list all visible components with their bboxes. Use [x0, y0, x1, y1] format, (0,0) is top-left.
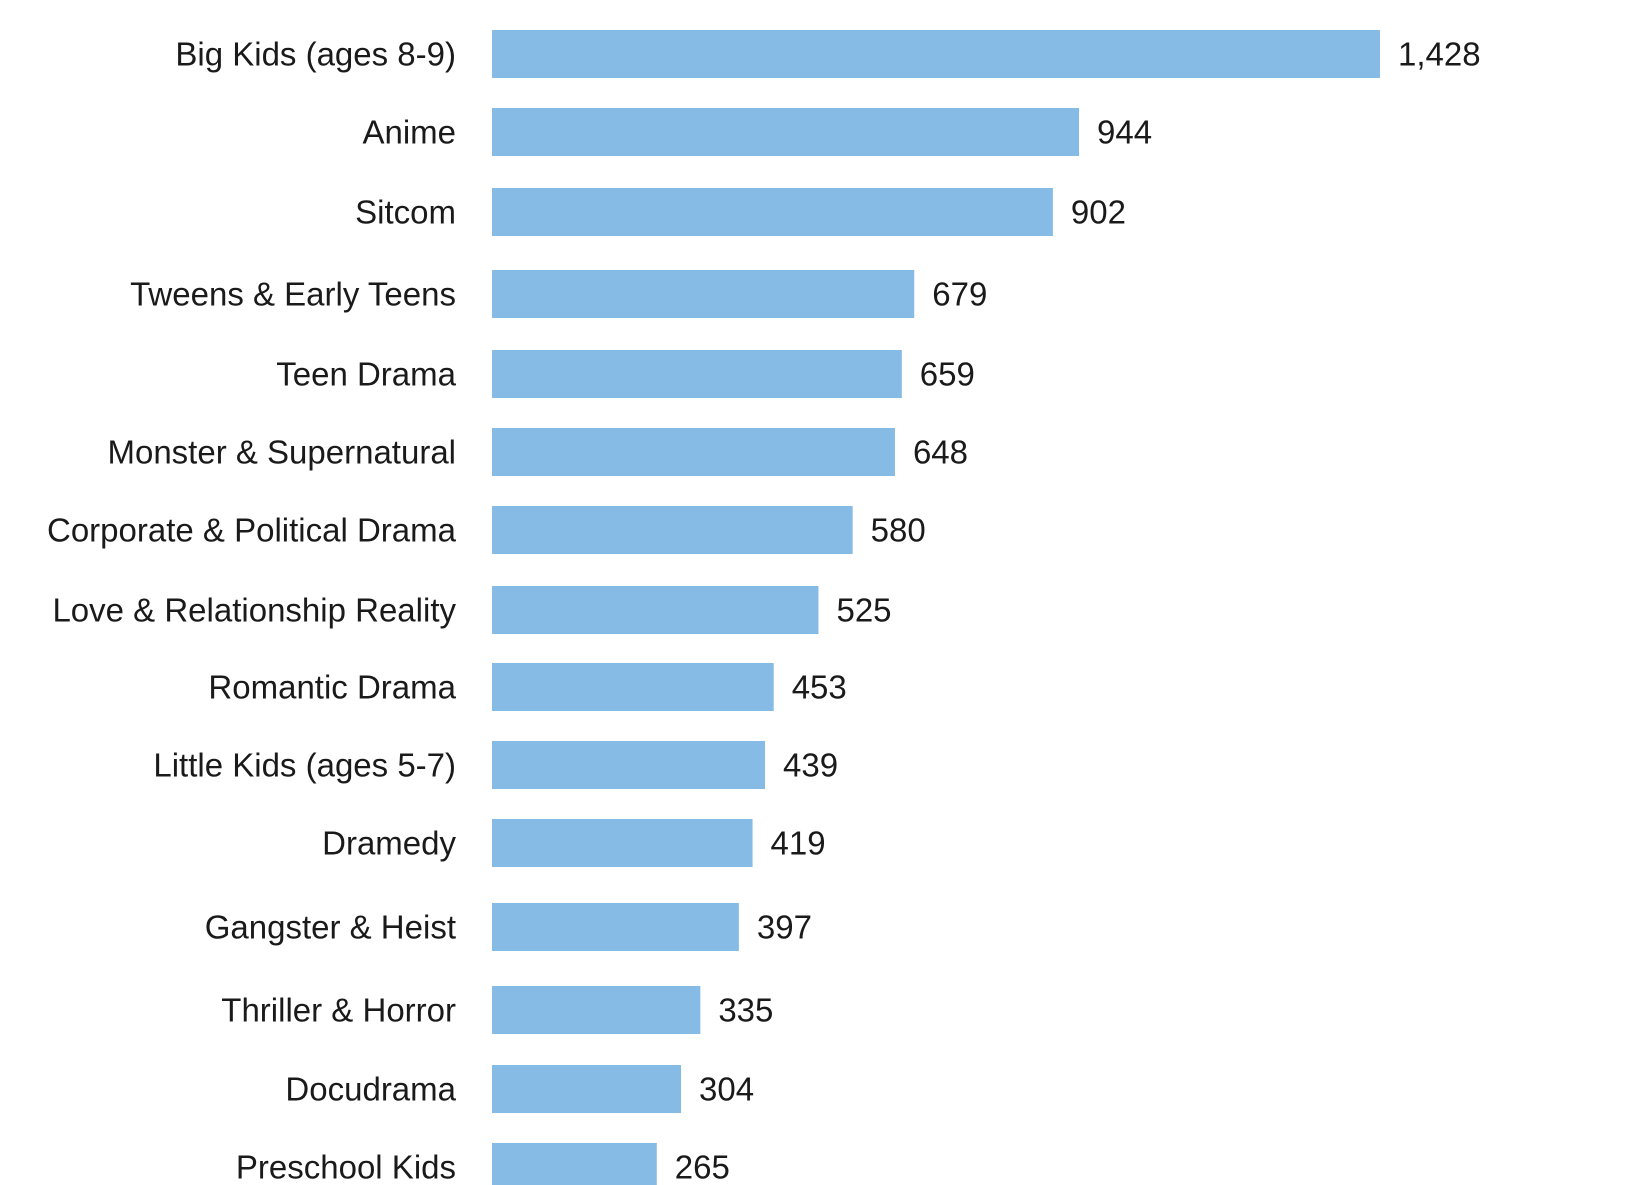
bar — [492, 663, 774, 711]
category-label: Monster & Supernatural — [107, 434, 456, 471]
bar — [492, 30, 1380, 78]
category-label: Teen Drama — [276, 356, 456, 393]
value-label: 944 — [1097, 114, 1152, 151]
category-label: Romantic Drama — [208, 669, 456, 706]
bar — [492, 986, 701, 1034]
value-label: 525 — [836, 592, 891, 629]
value-label: 580 — [871, 512, 926, 549]
category-label: Tweens & Early Teens — [130, 276, 456, 313]
bar — [492, 270, 915, 318]
category-label: Thriller & Horror — [221, 992, 456, 1029]
value-label: 453 — [792, 669, 847, 706]
bars-group — [492, 30, 1380, 1185]
category-label: Preschool Kids — [236, 1149, 456, 1185]
value-label: 304 — [699, 1071, 754, 1108]
bar — [492, 1065, 682, 1113]
bar — [492, 741, 765, 789]
value-label: 439 — [783, 747, 838, 784]
category-label: Big Kids (ages 8-9) — [175, 36, 456, 73]
category-label: Corporate & Political Drama — [47, 512, 457, 549]
bar — [492, 108, 1080, 156]
value-label: 902 — [1071, 194, 1126, 231]
category-labels-group: Big Kids (ages 8-9) Anime Sitcom Tweens & E… — [47, 36, 457, 1185]
category-label: Love & Relationship Reality — [52, 592, 456, 629]
bar — [492, 350, 902, 398]
bar — [492, 903, 739, 951]
value-label: 265 — [675, 1149, 730, 1185]
value-label: 1,428 — [1398, 36, 1481, 73]
category-label: Anime — [362, 114, 456, 151]
bar — [492, 586, 819, 634]
value-label: 659 — [920, 356, 975, 393]
value-label: 335 — [718, 992, 773, 1029]
category-label: Sitcom — [355, 194, 456, 231]
bar — [492, 428, 895, 476]
category-label: Gangster & Heist — [205, 909, 456, 946]
value-label: 648 — [913, 434, 968, 471]
category-label: Docudrama — [285, 1071, 456, 1108]
value-label: 419 — [771, 825, 826, 862]
bar — [492, 188, 1053, 236]
category-label: Dramedy — [322, 825, 456, 862]
bar — [492, 819, 753, 867]
value-label: 679 — [932, 276, 987, 313]
bar — [492, 1143, 657, 1185]
value-label: 397 — [757, 909, 812, 946]
bar — [492, 506, 853, 554]
value-labels-group: 1,428 944 902 679 659 648 580 525 453 439 419 397 33… — [675, 36, 1481, 1185]
category-label: Little Kids (ages 5-7) — [153, 747, 456, 784]
